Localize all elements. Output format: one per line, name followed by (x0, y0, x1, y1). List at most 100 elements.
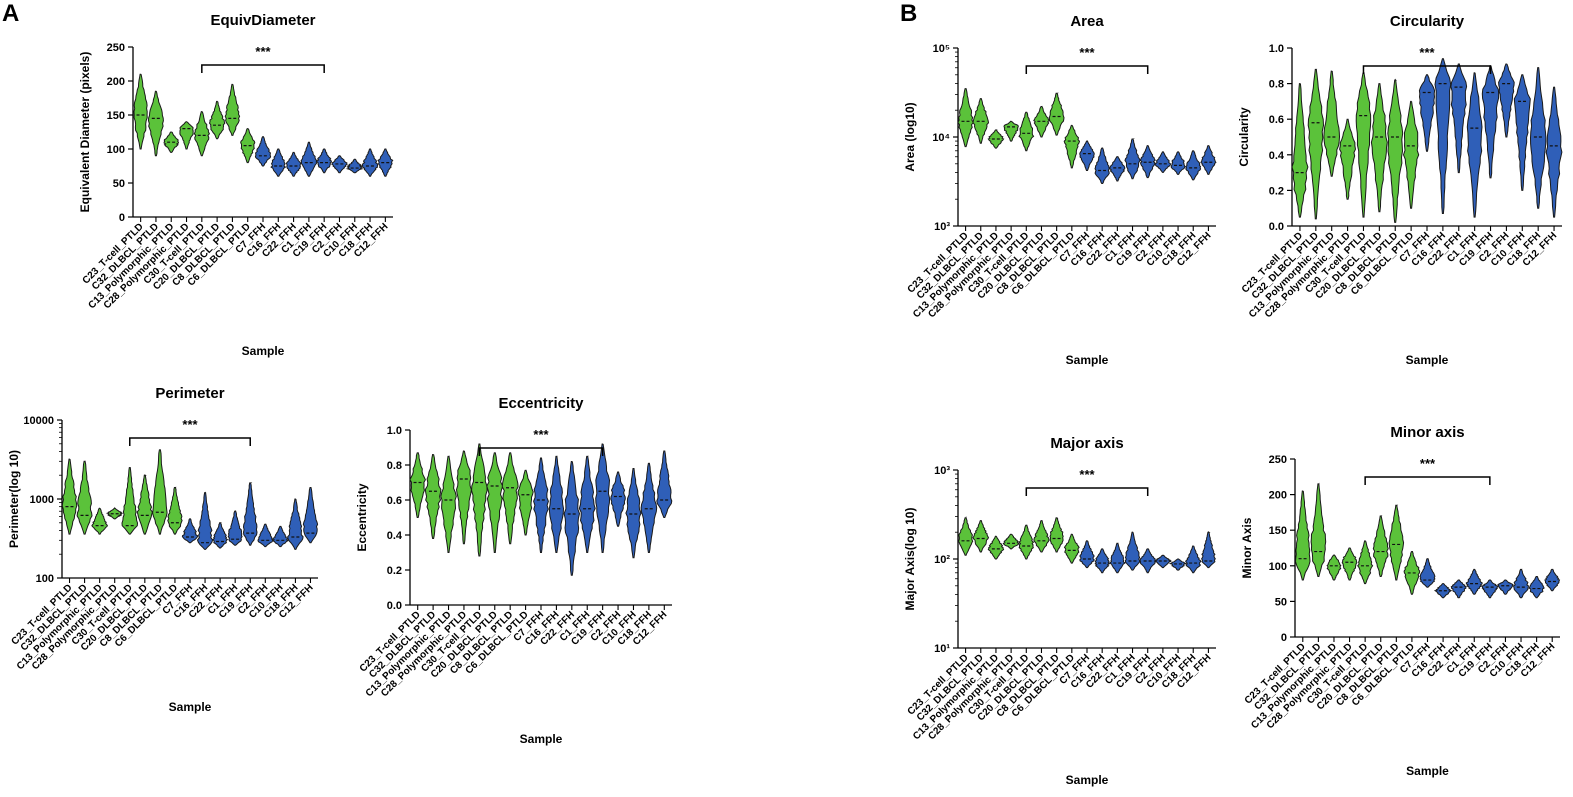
y-tick-label: 0.4 (1269, 150, 1285, 162)
y-tick-label: 0.2 (387, 565, 402, 577)
violin-C19_FFH (316, 148, 332, 174)
violin-C13_Polymorphic_PTLD (163, 131, 179, 153)
violin-C18_FFH (361, 148, 379, 177)
violin-C2_FFH (1498, 63, 1515, 138)
violin-C8_DLBCL_PTLD (1048, 92, 1065, 136)
violin-C8_DLBCL_PTLD (1049, 517, 1064, 553)
violin-C22_FFH (1108, 542, 1126, 574)
y-tick-label: 250 (1269, 454, 1287, 466)
violin-C16_FFH (270, 148, 287, 177)
y-axis-label: Area (log10) (903, 102, 917, 171)
violin-C16_FFH (1094, 147, 1110, 184)
violin-C12_FFH (1544, 568, 1561, 592)
violin-C28_Polymorphic_PTLD (179, 121, 194, 150)
violin-C23_T-cell_PTLD (133, 73, 148, 150)
violin-C30_T-cell_PTLD (1018, 111, 1035, 152)
y-tick-label: 10³ (934, 221, 950, 233)
y-tick-label: 10² (934, 554, 950, 566)
violin-C19_FFH (1481, 65, 1500, 179)
x-axis-label: Sample (1406, 764, 1449, 778)
violin-C8_DLBCL_PTLD (224, 83, 241, 136)
violin-C10_FFH (625, 468, 642, 559)
violin-C12_FFH (1200, 145, 1217, 175)
violin-C22_FFH (1450, 63, 1468, 174)
violin-C8_DLBCL_PTLD (501, 452, 519, 545)
y-tick-label: 0.2 (1269, 185, 1284, 197)
violin-C30_T-cell_PTLD (471, 443, 488, 557)
significance-label: *** (533, 427, 549, 442)
violin-C18_FFH (1529, 67, 1547, 209)
violin-C20_DLBCL_PTLD (136, 474, 153, 535)
violin-C1_FFH (578, 455, 596, 553)
y-tick-label: 200 (107, 76, 125, 88)
violin-C28_Polymorphic_PTLD (455, 450, 472, 545)
violin-C13_Polymorphic_PTLD (987, 129, 1005, 149)
violin-C7_FFH (1079, 540, 1095, 569)
y-tick-label: 100 (36, 573, 54, 585)
violin-C30_T-cell_PTLD (193, 111, 211, 157)
violin-C1_FFH (227, 510, 243, 546)
violin-C23_T-cell_PTLD (1291, 83, 1309, 218)
violin-C18_FFH (1528, 575, 1545, 599)
violin-C13_Polymorphic_PTLD (1326, 554, 1342, 581)
chart-title: Perimeter (155, 385, 224, 402)
violin-C1_FFH (1465, 568, 1483, 595)
violin-C1_FFH (1124, 138, 1141, 180)
significance-label: *** (255, 44, 271, 59)
violin-C32_DLBCL_PTLD (147, 90, 164, 157)
violin-C7_FFH (533, 457, 549, 553)
violin-C23_T-cell_PTLD (957, 515, 974, 556)
y-tick-label: 50 (1275, 596, 1287, 608)
chart-equiv-diameter: EquivDiameter Equivalent Diameter (pixels… (78, 12, 394, 358)
chart-title: Circularity (1390, 13, 1465, 30)
violin-C18_FFH (1185, 150, 1202, 181)
y-tick-label: 50 (113, 178, 125, 190)
violin-C12_FFH (377, 148, 394, 177)
violin-C20_DLBCL_PTLD (1033, 519, 1050, 553)
y-tick-label: 0.8 (387, 460, 402, 472)
violin-C23_T-cell_PTLD (409, 452, 426, 518)
panel-a-label: A (2, 0, 20, 27)
y-tick-label: 0.6 (1269, 114, 1284, 126)
violin-C16_FFH (196, 491, 214, 550)
violin-C20_DLBCL_PTLD (1370, 83, 1388, 213)
violin-C22_FFH (285, 151, 302, 177)
violin-C2_FFH (1153, 554, 1172, 569)
violin-C12_FFH (1545, 86, 1563, 218)
y-tick-label: 200 (1269, 490, 1287, 502)
violin-C28_Polymorphic_PTLD (1002, 533, 1020, 550)
violin-C20_DLBCL_PTLD (486, 452, 504, 553)
y-axis-label: Eccentricity (355, 483, 369, 551)
violin-C22_FFH (212, 522, 229, 549)
violin-C30_T-cell_PTLD (1355, 72, 1372, 218)
violin-C7_FFH (181, 518, 199, 544)
violin-C20_DLBCL_PTLD (1372, 515, 1389, 577)
violin-C32_DLBCL_PTLD (1307, 68, 1325, 220)
x-axis-label: Sample (242, 344, 285, 358)
violin-C20_DLBCL_PTLD (1033, 105, 1050, 138)
violin-C8_DLBCL_PTLD (1387, 78, 1404, 223)
violin-C16_FFH (548, 455, 565, 553)
violin-C16_FFH (1094, 548, 1111, 574)
violin-C6_DLBCL_PTLD (1403, 551, 1421, 595)
violin-C18_FFH (1185, 545, 1202, 574)
significance-bracket (129, 437, 251, 446)
violin-C30_T-cell_PTLD (1018, 524, 1035, 560)
violin-C10_FFH (345, 158, 364, 174)
x-axis-label: Sample (1406, 353, 1449, 367)
x-axis-label: Sample (520, 732, 563, 746)
violin-C1_FFH (1466, 72, 1483, 218)
violin-C32_DLBCL_PTLD (424, 454, 442, 539)
significance-bracket (1364, 476, 1491, 485)
x-axis-label: Sample (169, 700, 212, 714)
chart-title: EquivDiameter (210, 12, 315, 29)
violin-C28_Polymorphic_PTLD (1341, 547, 1358, 581)
violin-C20_DLBCL_PTLD (208, 100, 226, 140)
y-tick-label: 150 (107, 110, 125, 122)
violin-C1_FFH (1124, 531, 1141, 571)
violin-C16_FFH (1433, 583, 1453, 599)
violin-C32_DLBCL_PTLD (972, 98, 990, 144)
y-tick-label: 10³ (934, 465, 950, 477)
violin-C10_FFH (1512, 568, 1530, 599)
